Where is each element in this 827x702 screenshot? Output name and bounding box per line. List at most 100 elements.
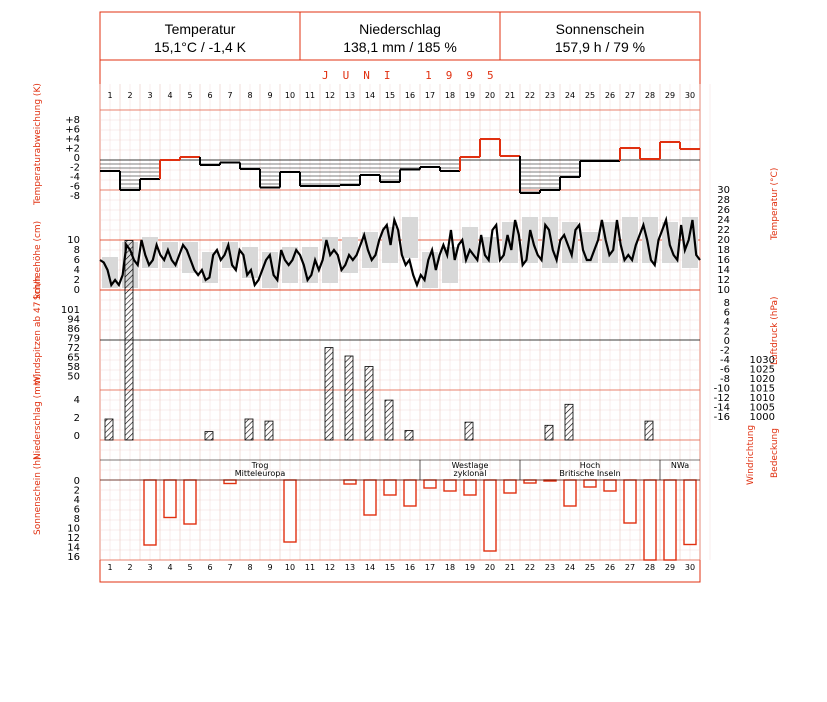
day-label: 1 [107,563,112,572]
sunshine-bar [443,479,457,492]
temp-tick: 12 [717,275,730,286]
day-label: 1 [107,91,112,100]
sunshine-bar [583,479,597,488]
day-label: 9 [267,91,272,100]
temp-range-band [562,222,578,263]
day-label: 24 [565,91,575,100]
day-label: 14 [365,91,375,100]
pressure-tick: 2 [724,327,730,338]
sunshine-bar [183,479,197,525]
anomaly-tick: -2 [70,163,80,174]
day-label: 3 [147,563,152,572]
hpa-tick: 1020 [750,374,775,385]
pressure-tick: -10 [714,384,730,395]
day-label: 11 [305,563,315,572]
pressure-tick: 0 [724,336,730,347]
sunshine-tick: 2 [74,486,80,497]
weather-type-label: zyklonal [454,469,487,478]
temp-range-band [402,217,418,258]
anomaly-tick: -4 [70,172,80,183]
temp-range-band [602,222,618,263]
temp-tick: 26 [717,205,730,216]
day-label: 29 [665,563,675,572]
temp-tick: 16 [717,255,730,266]
temp-tick: 18 [717,245,730,256]
sunshine-tick: 16 [67,552,80,563]
sunshine-tick: 14 [67,543,80,554]
header: Temperatur 15,1°C / -1,4 K Niederschlag … [99,11,701,61]
sunshine-bar [483,479,497,552]
axis-labels: 1122334455667788991010111112121313141415… [61,91,775,572]
temp-range-band [142,237,158,268]
pressure-axis-title: Luftdruck (hPa) [770,296,780,365]
pressure-tick: -2 [720,346,730,357]
month-label: JUNI 1995 [322,69,508,82]
hpa-tick: 1000 [750,412,775,423]
gust-tick: 50 [67,372,80,383]
sunshine-bar [563,479,577,507]
day-label: 3 [147,91,152,100]
precip-bar [124,240,134,441]
gust-tick: 58 [67,362,80,373]
precip-tick: 2 [74,413,80,424]
cloud-axis-title: Bedeckung [770,428,780,478]
snow-tick: 4 [74,265,80,276]
temp-tick: 22 [717,225,730,236]
precip-tick: 4 [74,395,80,406]
temp-tick: 30 [717,185,730,196]
day-label: 12 [325,563,335,572]
temp-tick: 24 [717,215,730,226]
temp-tick: 14 [717,265,730,276]
anomaly-tick: +8 [65,115,80,126]
day-label: 23 [545,563,555,572]
temp-tick: 20 [717,235,730,246]
gust-tick: 94 [67,315,80,326]
day-label: 15 [385,91,395,100]
sunshine-bar [223,479,237,485]
sunshine-tick: 12 [67,533,80,544]
day-label: 6 [207,91,212,100]
gust-tick: 101 [61,305,80,316]
day-label: 5 [187,563,192,572]
snow-tick: 2 [74,275,80,286]
day-label: 13 [345,563,355,572]
precip-bar [324,347,334,441]
sun-title: Sonnenschein [556,21,645,37]
hpa-tick: 1005 [750,403,775,414]
temp-line [99,215,701,289]
day-label: 2 [127,91,132,100]
sunshine-tick: 4 [74,495,80,506]
sunshine-bar [343,479,357,485]
day-label: 26 [605,563,615,572]
precip-bar [264,420,274,441]
snow-tick: 0 [74,285,80,296]
weather-type-bar: Trog Mitteleuropa Westlage zyklonal Hoch… [100,459,700,481]
day-label: 16 [405,91,415,100]
sunshine-bar [383,479,397,496]
weather-type-label: Trog [251,461,269,470]
day-label: 18 [445,91,455,100]
temp-tick: 10 [717,285,730,296]
rain-value: 138,1 mm / 185 % [343,39,457,55]
anomaly-tick: +4 [65,134,80,145]
anomaly-tick: 0 [74,153,80,164]
sunshine-bar [503,479,517,494]
sunshine-bar [463,479,477,496]
pressure-tick: -6 [720,365,730,376]
snow-tick: 6 [74,255,80,266]
precip-bar [384,399,394,441]
day-label: 29 [665,91,675,100]
sunshine-bar [363,479,377,516]
sun-value: 157,9 h / 79 % [555,39,645,55]
sunshine-bar [403,479,417,507]
snow-tick: 8 [74,245,80,256]
anomaly-tick: -6 [70,182,80,193]
temp-tick: 28 [717,195,730,206]
day-label: 27 [625,91,635,100]
day-label: 22 [525,563,535,572]
day-label: 25 [585,91,595,100]
hpa-tick: 1025 [750,365,775,376]
day-label: 20 [485,563,495,572]
day-label: 22 [525,91,535,100]
temp-value: 15,1°C / -1,4 K [154,39,247,55]
